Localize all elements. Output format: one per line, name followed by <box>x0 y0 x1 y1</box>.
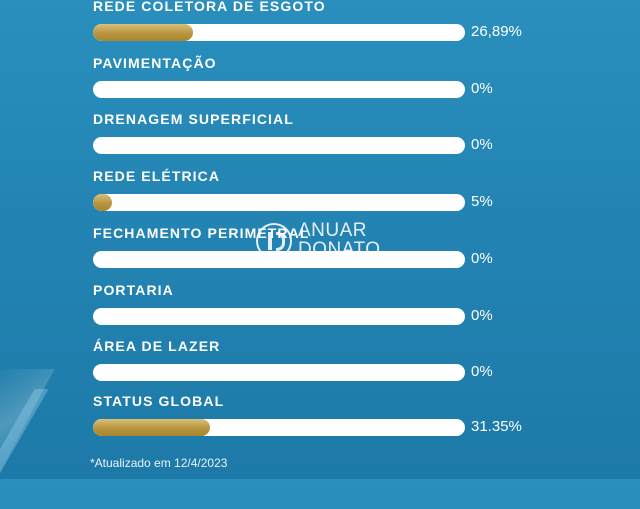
progress-label: FECHAMENTO PERIMETRAL <box>93 225 310 241</box>
progress-label: REDE COLETORA DE ESGOTO <box>93 0 326 14</box>
progress-track <box>93 308 465 325</box>
progress-label: PAVIMENTAÇÃO <box>93 55 217 71</box>
brand-logo-icon <box>256 223 292 259</box>
updated-footnote: *Atualizado em 12/4/2023 <box>90 456 228 470</box>
progress-label: REDE ELÉTRICA <box>93 168 221 184</box>
progress-label: STATUS GLOBAL <box>93 393 225 409</box>
progress-percent: 0% <box>471 80 493 97</box>
progress-track <box>93 251 465 268</box>
progress-percent: 0% <box>471 307 493 324</box>
progress-percent: 0% <box>471 363 493 380</box>
progress-percent: 5% <box>471 193 493 210</box>
progress-fill <box>93 419 210 436</box>
progress-track <box>93 419 465 436</box>
watermark-text: ANUAR DONATO <box>298 221 381 259</box>
progress-label: PORTARIA <box>93 282 174 298</box>
progress-percent: 0% <box>471 136 493 153</box>
progress-track <box>93 364 465 381</box>
progress-percent: 0% <box>471 250 493 267</box>
watermark-logo: ANUAR DONATO <box>256 221 396 261</box>
progress-label: ÁREA DE LAZER <box>93 338 221 354</box>
watermark-line1: ANUAR <box>298 220 368 241</box>
progress-track <box>93 24 465 41</box>
progress-track <box>93 137 465 154</box>
progress-percent: 26,89% <box>471 23 522 40</box>
progress-track <box>93 81 465 98</box>
progress-fill <box>93 194 112 211</box>
progress-label: DRENAGEM SUPERFICIAL <box>93 111 294 127</box>
watermark-line2: DONATO <box>298 239 381 260</box>
progress-track <box>93 194 465 211</box>
progress-fill <box>93 24 194 41</box>
progress-percent: 31.35% <box>471 418 522 435</box>
